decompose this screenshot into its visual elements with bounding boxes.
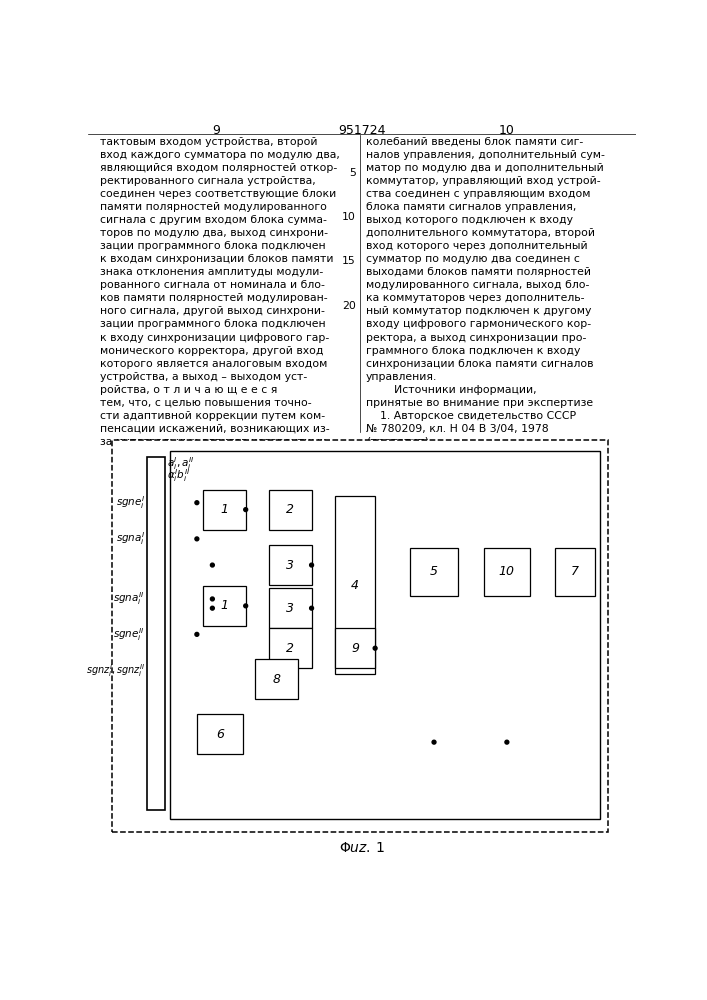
Bar [255,659,298,699]
Text: $sgna_i^{II}$: $sgna_i^{II}$ [113,591,145,607]
Circle shape [211,597,214,601]
Text: 8: 8 [272,673,280,686]
Text: 7: 7 [571,565,579,578]
Text: колебаний введены блок памяти сиг-
налов управления, дополнительный сум-
матор п: колебаний введены блок памяти сиг- налов… [366,137,604,447]
Bar [170,451,600,819]
Bar [269,588,312,628]
Text: $sgna_i^I$: $sgna_i^I$ [116,530,145,547]
Text: $\alpha_i^I b_i^{II}$: $\alpha_i^I b_i^{II}$ [168,467,191,484]
Circle shape [244,508,247,512]
Circle shape [432,740,436,744]
Text: $sgne_i^{II}$: $sgne_i^{II}$ [113,626,145,643]
Circle shape [195,501,199,505]
Text: 15: 15 [342,256,356,266]
Text: 2: 2 [286,642,294,655]
Bar [269,545,312,585]
Text: 5: 5 [430,565,438,578]
Text: 1: 1 [221,599,228,612]
Circle shape [310,563,313,567]
Text: 10: 10 [499,124,515,137]
Text: 3: 3 [286,602,294,615]
Text: 10: 10 [342,212,356,222]
Text: тактовым входом устройства, второй
вход каждого сумматора по модулю два,
являющи: тактовым входом устройства, второй вход … [100,137,340,447]
Bar [410,548,458,596]
Bar [335,496,375,674]
Text: 9: 9 [351,642,359,655]
Text: $sgne_i^I$: $sgne_i^I$ [115,494,145,511]
Text: 951724: 951724 [338,124,386,137]
Bar [203,586,246,626]
Text: $a_i^I, a_i^{II}$: $a_i^I, a_i^{II}$ [168,455,195,472]
Circle shape [505,740,509,744]
Text: 5: 5 [349,168,356,178]
Bar [197,714,243,754]
Text: $sgnz_i^I, sgnz_i^{II}$: $sgnz_i^I, sgnz_i^{II}$ [86,662,145,679]
Text: 10: 10 [499,565,515,578]
Bar [335,628,375,668]
Text: 4: 4 [351,579,359,592]
Bar [269,628,312,668]
Bar [146,457,165,810]
Bar [112,440,607,832]
Circle shape [211,563,214,567]
Text: 6: 6 [216,728,224,741]
Text: 1: 1 [221,503,228,516]
Text: 3: 3 [286,559,294,572]
Text: $\Phi u\mathit{z}.\,1$: $\Phi u\mathit{z}.\,1$ [339,841,385,855]
Text: 20: 20 [342,301,356,311]
Circle shape [195,632,199,636]
Bar [203,490,246,530]
Bar [555,548,595,596]
Circle shape [244,604,247,608]
Circle shape [211,606,214,610]
Bar [269,490,312,530]
Text: 9: 9 [212,124,220,137]
Circle shape [373,646,377,650]
Circle shape [195,537,199,541]
Circle shape [310,606,313,610]
Bar [484,548,530,596]
Text: 2: 2 [286,503,294,516]
